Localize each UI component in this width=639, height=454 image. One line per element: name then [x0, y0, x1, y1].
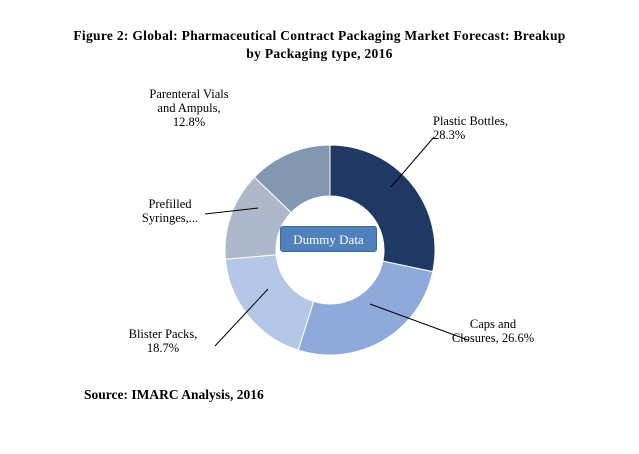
slice-label-prefilled-syringes: Prefilled Syringes,... [142, 197, 198, 225]
slice-plastic-bottles [329, 144, 436, 273]
slice-label-blister-packs: Blister Packs, 18.7% [129, 327, 198, 355]
slice-label-parenteral-vials-and-ampuls: Parenteral Vials and Ampuls, 12.8% [149, 87, 228, 129]
slice-parenteral-vials-and-ampuls [253, 144, 331, 214]
slice-label-caps-and-closures: Caps and Closures, 26.6% [452, 317, 534, 345]
chart-title-line-1: Figure 2: Global: Pharmaceutical Contrac… [73, 28, 566, 43]
source-note: Source: IMARC Analysis, 2016 [84, 387, 264, 402]
slice-label-plastic-bottles: Plastic Bottles, 28.3% [433, 114, 508, 142]
leader-line-caps-and-closures [369, 303, 469, 341]
slice-blister-packs [224, 254, 315, 351]
leader-line-plastic-bottles [390, 136, 435, 188]
slice-caps-and-closures [297, 260, 434, 356]
leader-line-blister-packs [214, 288, 269, 347]
chart-title: Figure 2: Global: Pharmaceutical Contrac… [10, 27, 629, 63]
dummy-data-badge: Dummy Data [280, 226, 377, 252]
leader-line-prefilled-syringes [204, 207, 259, 215]
chart-title-line-2: by Packaging type, 2016 [246, 46, 393, 61]
